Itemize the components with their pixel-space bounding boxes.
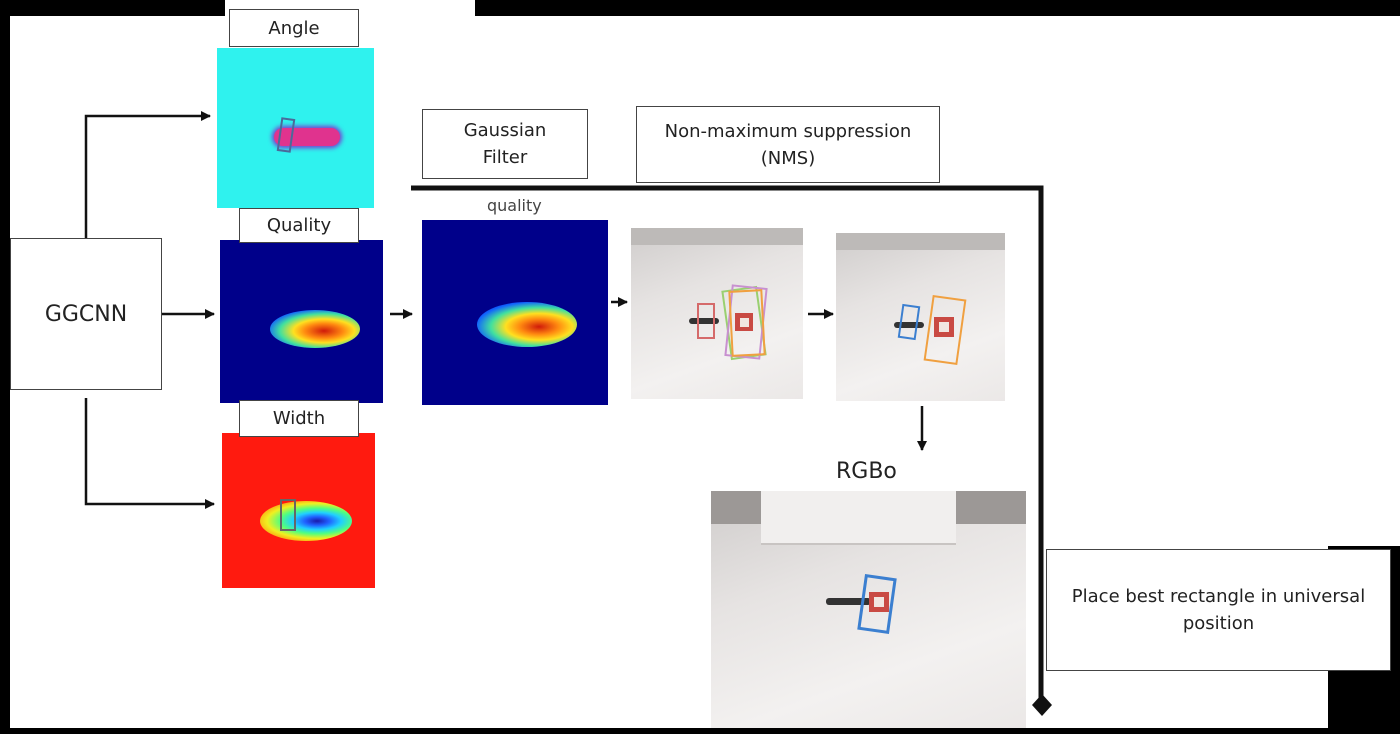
rgbo-image: [711, 491, 1026, 728]
rgbo-caption: RGBo: [836, 459, 897, 484]
heat-blob: [477, 302, 577, 347]
gaussian-filter-box: Gaussian Filter: [422, 109, 588, 179]
pen: [689, 318, 719, 324]
quality-label-box: Quality: [239, 208, 359, 243]
nms-result-image: [836, 233, 1005, 401]
diamond-icon: [1032, 694, 1052, 716]
arrow-to-angle: [84, 111, 211, 238]
object: [869, 592, 889, 612]
corner-strip: [1328, 680, 1400, 734]
angle-label: Angle: [268, 17, 320, 39]
nms-label: Non-maximum suppression (NMS): [664, 120, 912, 169]
pen: [894, 322, 924, 328]
wall: [836, 233, 1005, 250]
ggcnn-label: GGCNN: [44, 301, 128, 327]
candidate-rect: [697, 303, 715, 339]
place-best-box: Place best rectangle in universal positi…: [1046, 549, 1391, 671]
pen: [826, 598, 871, 605]
wall: [631, 228, 803, 246]
angle-label-box: Angle: [229, 9, 359, 47]
nms-candidates-image: [631, 228, 803, 399]
width-label: Width: [272, 408, 326, 429]
angle-map: [217, 48, 374, 208]
gaussian-filter-label: Gaussian Filter: [463, 120, 547, 168]
heat-blob: [270, 310, 360, 348]
quality-label: Quality: [266, 215, 332, 236]
width-map: [222, 433, 375, 588]
place-best-label: Place best rectangle in universal positi…: [1071, 586, 1366, 634]
object: [934, 317, 954, 337]
canvas-edge: [1328, 16, 1400, 546]
ggcnn-node: GGCNN: [10, 238, 162, 390]
process-bracket: [411, 185, 1044, 700]
angle-blob: [274, 128, 340, 146]
object: [735, 313, 753, 331]
heat-blob: [260, 501, 352, 541]
grasp-rect: [280, 499, 296, 531]
quality-filtered-map: [422, 220, 608, 405]
arrow-to-width: [84, 398, 215, 509]
nms-box: Non-maximum suppression (NMS): [636, 106, 940, 183]
quality-map: [220, 240, 383, 403]
quality-caption: quality: [487, 196, 542, 215]
width-label-box: Width: [239, 400, 359, 437]
box: [761, 491, 956, 545]
